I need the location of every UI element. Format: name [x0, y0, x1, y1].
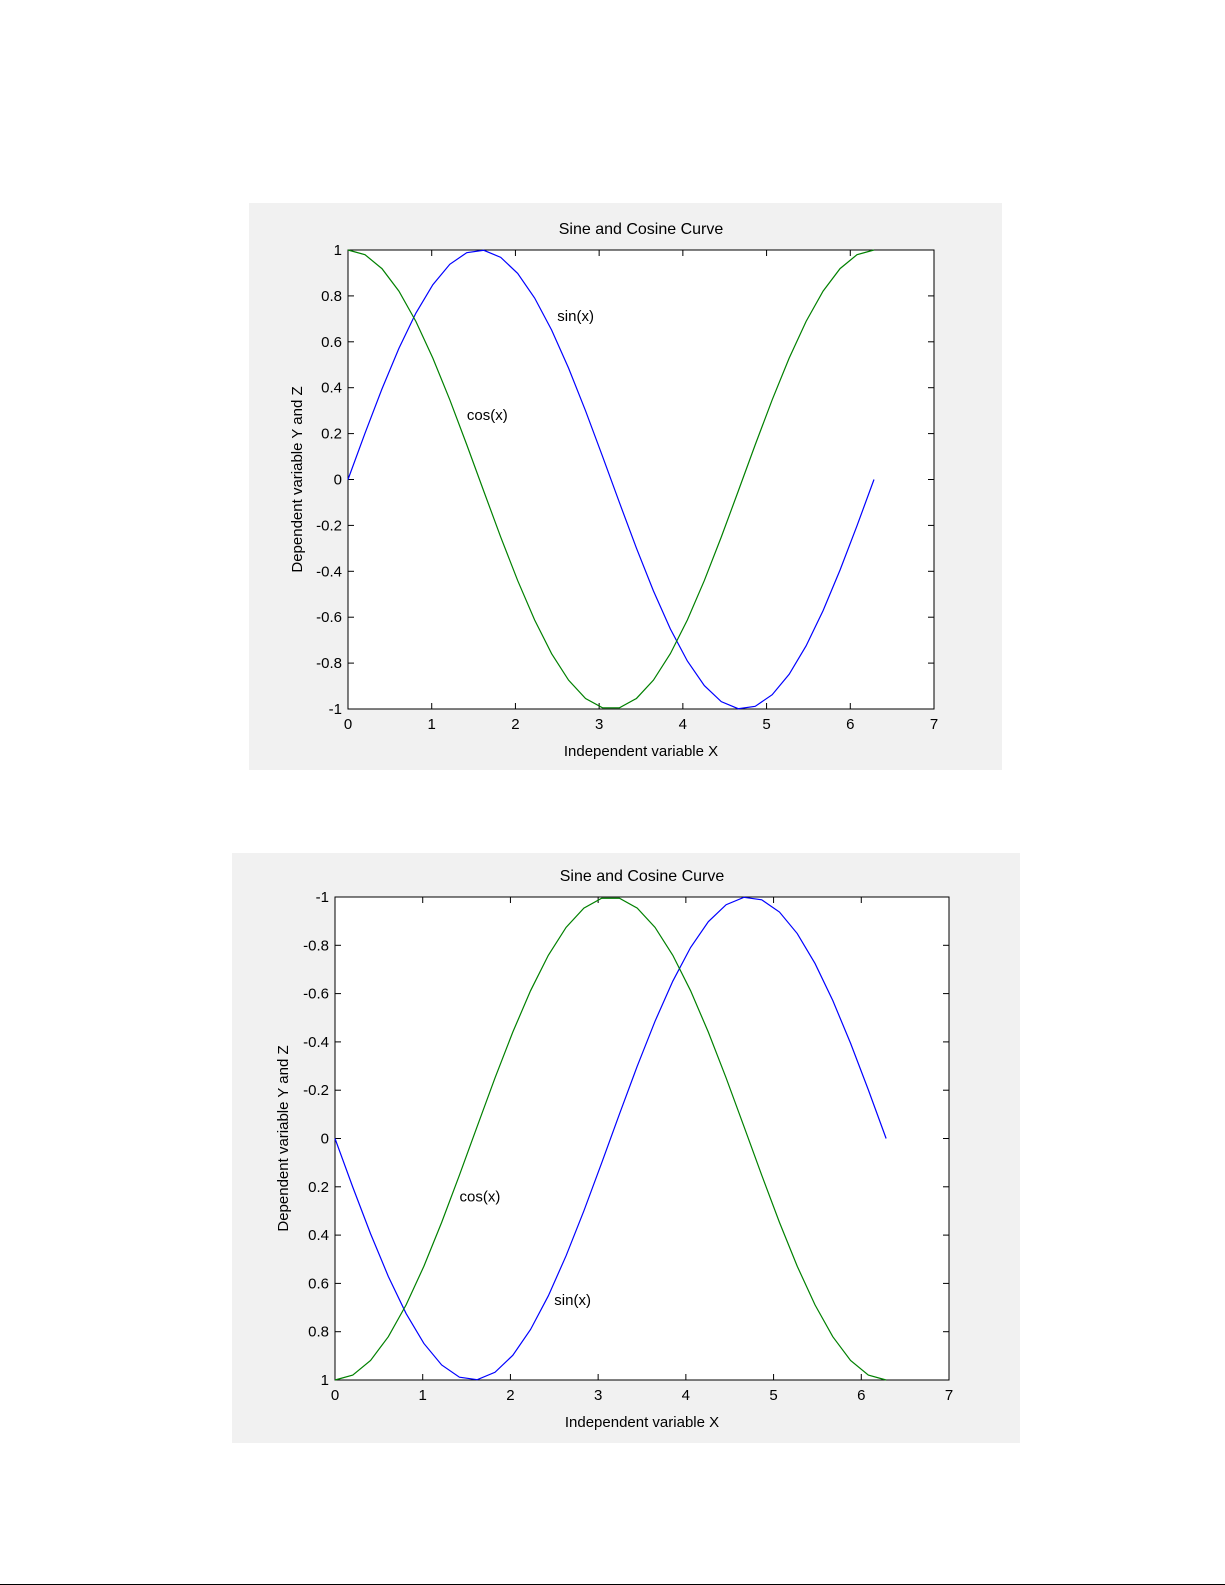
y-tick-label: -0.8 — [316, 655, 342, 672]
annotation-label: cos(x) — [460, 1188, 501, 1205]
y-tick-label: -0.4 — [303, 1034, 329, 1051]
y-tick-label: -0.2 — [316, 517, 342, 534]
x-tick-label: 4 — [679, 716, 687, 733]
annotation-label: sin(x) — [557, 308, 594, 325]
plot-area — [334, 896, 950, 1381]
x-tick-label: 2 — [506, 1387, 514, 1404]
y-axis-label: Dependent variable Y and Z — [275, 1045, 292, 1231]
annotation-label: sin(x) — [554, 1292, 591, 1309]
x-tick-label: 7 — [930, 716, 938, 733]
x-tick-label: 0 — [331, 1387, 339, 1404]
chart-figure-bottom: 0 1 2 3 4 5 6 7 -1 -0.8 -0.6 -0.4 -0.2 0 0.2 0.4 0.6 0.8 1… — [232, 853, 1020, 1443]
y-tick-label: -1 — [316, 889, 329, 906]
x-tick-label: 1 — [419, 1387, 427, 1404]
series-line-sin — [334, 896, 887, 1381]
x-tick-label: 6 — [846, 716, 854, 733]
y-tick-label: 0.2 — [321, 426, 342, 443]
annotation-label: cos(x) — [467, 407, 508, 424]
y-tick-label: 0.6 — [308, 1275, 329, 1292]
y-tick-label: -0.2 — [303, 1082, 329, 1099]
chart-title: Sine and Cosine Curve — [560, 868, 725, 885]
y-tick-label: 0 — [334, 472, 342, 489]
y-tick-label: 1 — [334, 242, 342, 259]
y-tick-label: 0.8 — [308, 1324, 329, 1341]
series-line-cos — [334, 897, 887, 1381]
y-tick-label: 0.6 — [321, 334, 342, 351]
y-tick-label: 0.4 — [308, 1227, 329, 1244]
chart-svg-bottom: 0 1 2 3 4 5 6 7-1-0.8-0.6-0.4-0.200.20.40.60.81… — [275, 868, 953, 1431]
y-tick-label: 0 — [321, 1131, 329, 1148]
y-tick-label: -0.6 — [303, 986, 329, 1003]
x-axis-label: Independent variable X — [565, 1414, 719, 1431]
series-line-cos — [347, 249, 875, 709]
y-axis-label: Dependent variable Y and Z — [289, 386, 306, 572]
x-tick-label: 4 — [682, 1387, 690, 1404]
chart-title: Sine and Cosine Curve — [559, 221, 724, 238]
x-tick-label: 7 — [945, 1387, 953, 1404]
x-tick-label: 1 — [428, 716, 436, 733]
x-tick-label: 3 — [594, 1387, 602, 1404]
x-tick-label: 2 — [511, 716, 519, 733]
x-tick-label: 3 — [595, 716, 603, 733]
chart-figure-top: 0 1 2 3 4 5 6 7 -1 -0.8 -0.6 -0.4 -0.2 0 0.2 0.4 0.6 0.8 1… — [249, 203, 1002, 770]
plot-area — [347, 249, 935, 710]
y-tick-label: -0.8 — [303, 937, 329, 954]
y-tick-label: 1 — [321, 1372, 329, 1389]
y-tick-label: -0.6 — [316, 609, 342, 626]
y-tick-label: -1 — [329, 701, 342, 718]
y-tick-label: 0.2 — [308, 1179, 329, 1196]
y-tick-label: 0.4 — [321, 380, 342, 397]
y-tick-label: 0.8 — [321, 288, 342, 305]
x-tick-label: 5 — [762, 716, 770, 733]
y-tick-label: -0.4 — [316, 563, 342, 580]
chart-svg-top: 0 1 2 3 4 5 6 7 -1 -0.8 -0.6 -0.4 -0.2 0 0.2 0.4 0.6 0.8 1… — [289, 221, 938, 760]
x-tick-label: 6 — [857, 1387, 865, 1404]
series-line-sin — [347, 249, 875, 710]
x-axis-label: Independent variable X — [564, 743, 718, 760]
x-tick-label: 0 — [344, 716, 352, 733]
x-tick-label: 5 — [769, 1387, 777, 1404]
